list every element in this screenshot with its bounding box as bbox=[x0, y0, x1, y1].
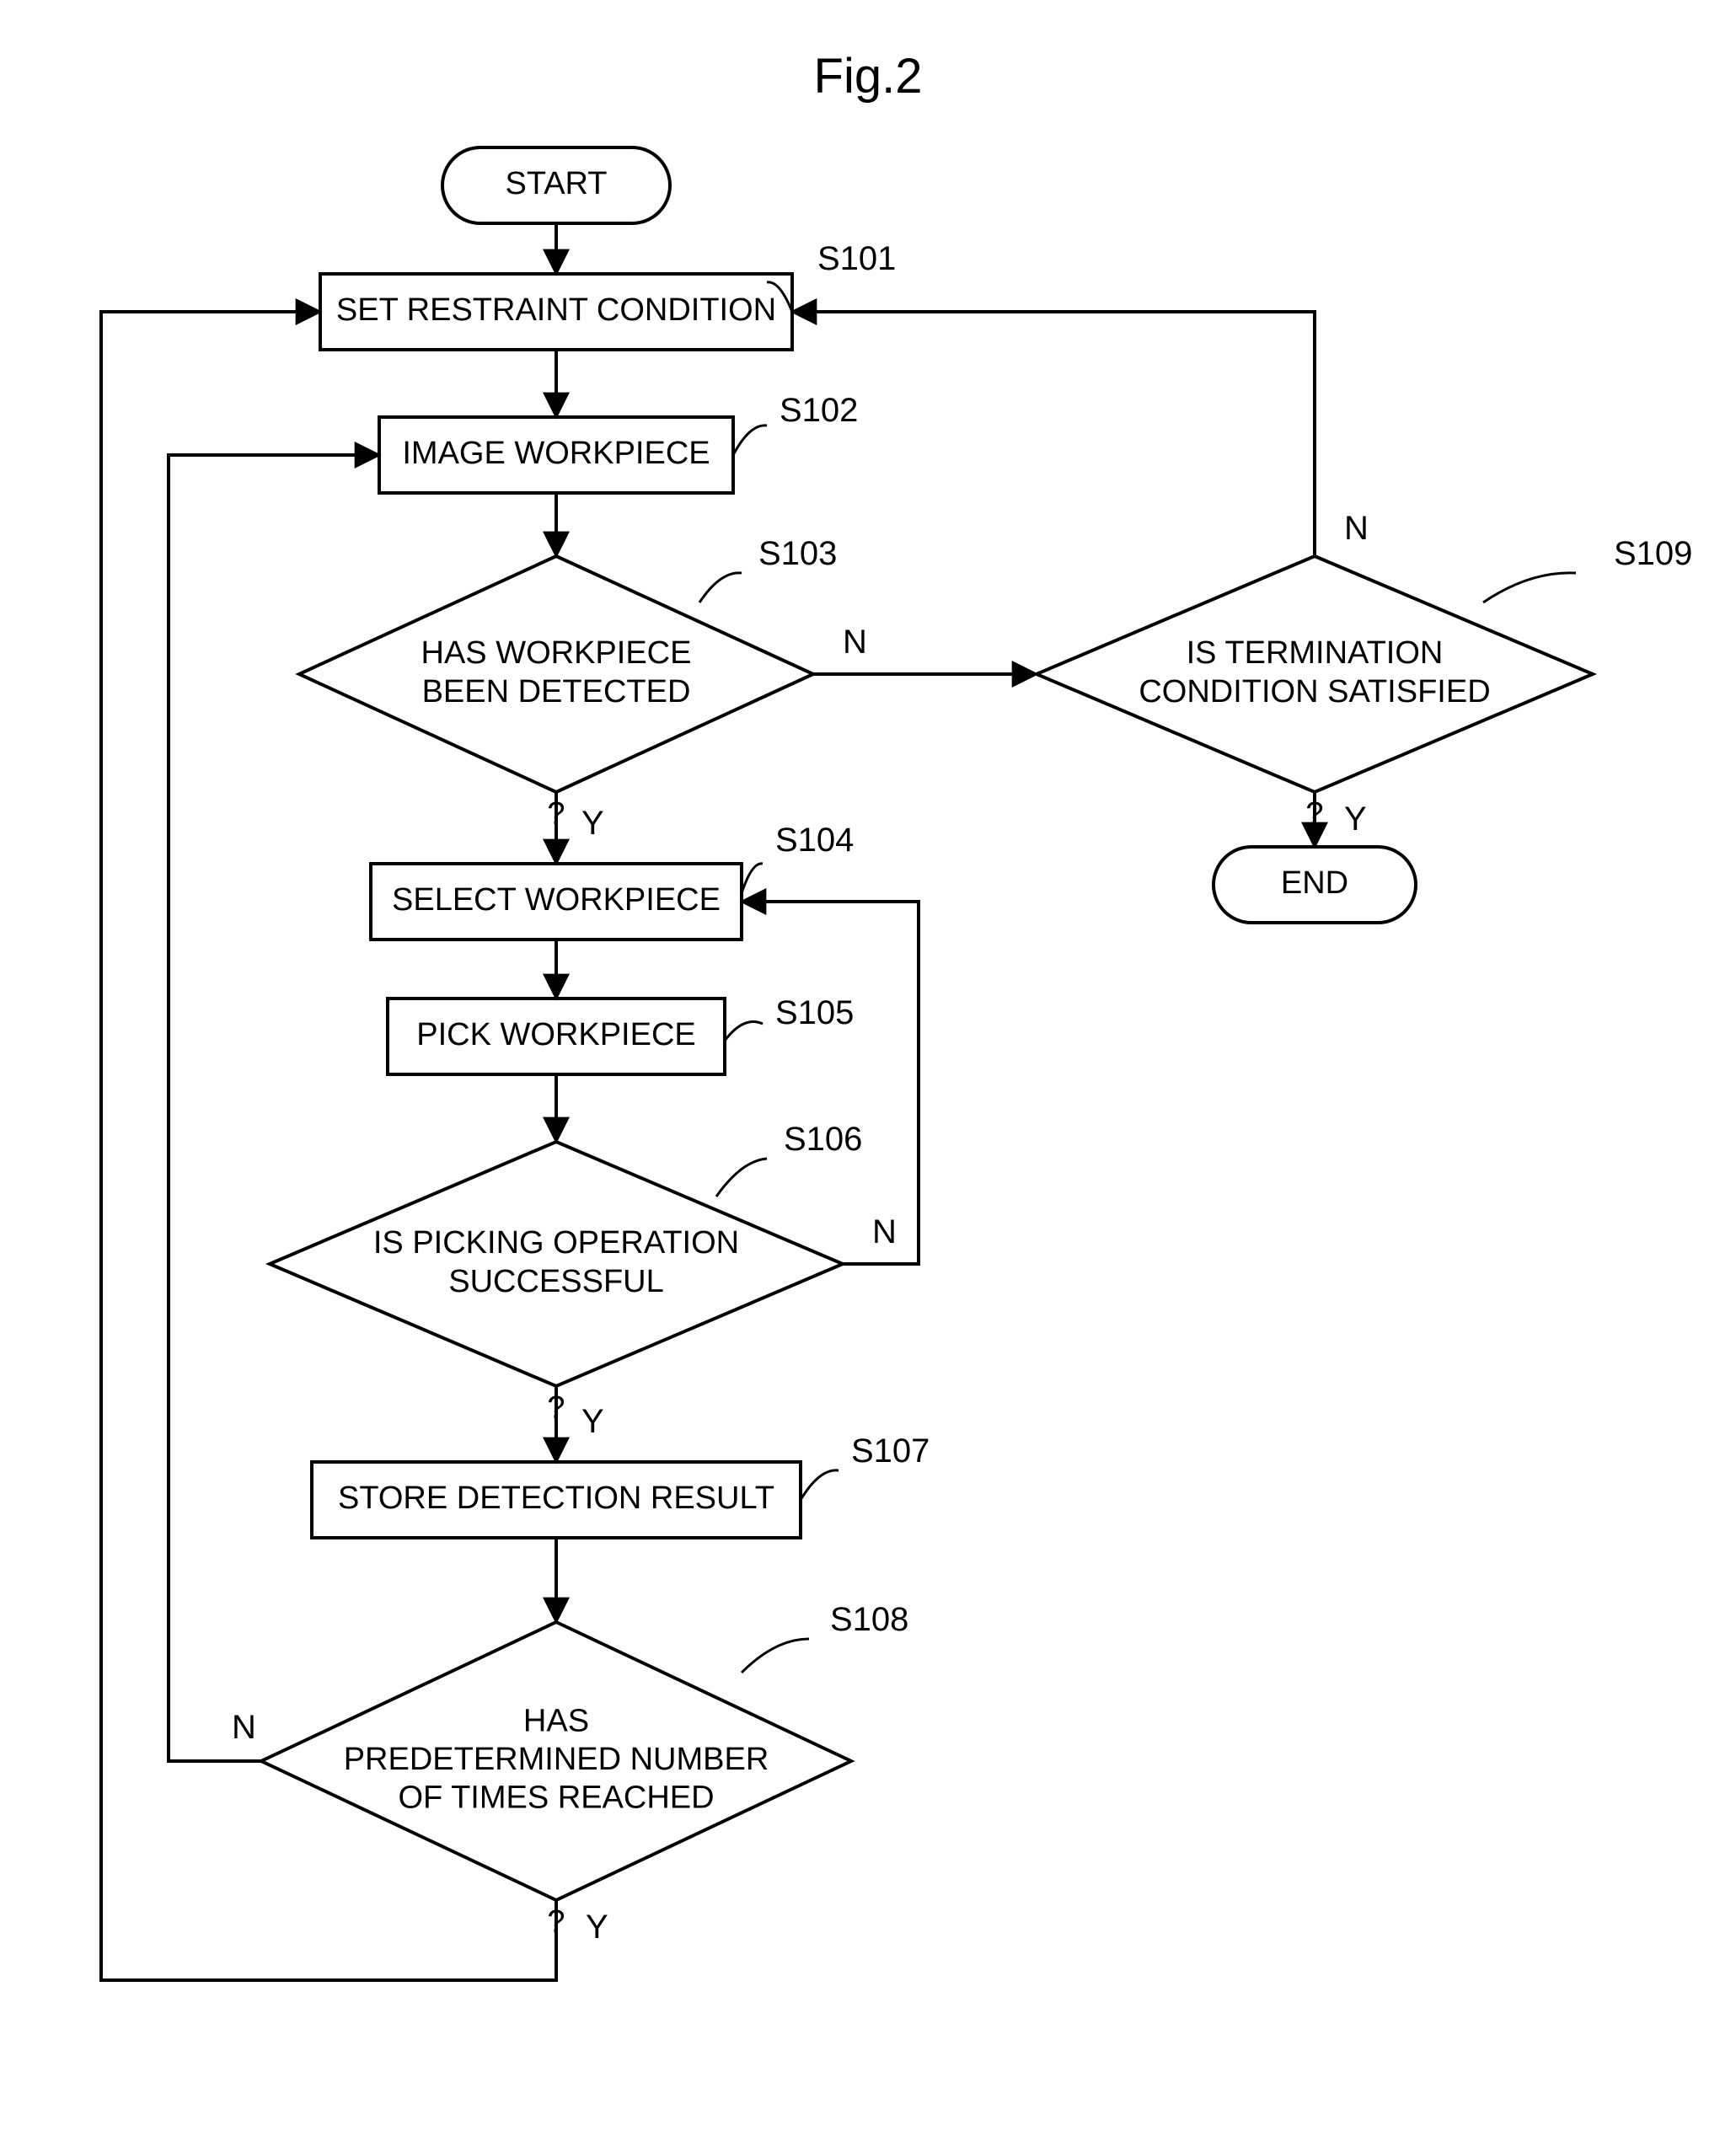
step-label-s101: S101 bbox=[817, 240, 896, 277]
edge-label: N bbox=[843, 624, 867, 661]
step-label-s103: S103 bbox=[758, 535, 837, 572]
figure-title: Fig.2 bbox=[814, 49, 923, 104]
node-text: OF TIMES REACHED bbox=[398, 1780, 714, 1816]
edge-label: N bbox=[232, 1709, 256, 1746]
step-label-s109: S109 bbox=[1614, 535, 1692, 572]
node-text: IS TERMINATION bbox=[1187, 635, 1444, 671]
step-label-s108: S108 bbox=[830, 1601, 908, 1638]
step-label-s102: S102 bbox=[780, 392, 858, 429]
step-label-s104: S104 bbox=[775, 822, 854, 859]
node-text: PICK WORKPIECE bbox=[416, 1017, 696, 1052]
node-text: END bbox=[1281, 865, 1348, 901]
node-text: SELECT WORKPIECE bbox=[392, 882, 721, 918]
node-text: PREDETERMINED NUMBER bbox=[344, 1742, 769, 1777]
edge-label: Y bbox=[581, 805, 604, 842]
node-text: IS PICKING OPERATION bbox=[373, 1225, 739, 1261]
edge-label: Y bbox=[581, 1403, 604, 1440]
node-text: CONDITION SATISFIED bbox=[1139, 674, 1490, 709]
step-label-s107: S107 bbox=[851, 1432, 930, 1470]
flowchart: Fig.2 START SET RESTRAINT CONDITION IMAGE W… bbox=[0, 0, 1736, 2131]
node-text: SUCCESSFUL bbox=[448, 1264, 664, 1299]
edge-label: Y bbox=[1344, 800, 1367, 838]
step-label-s105: S105 bbox=[775, 994, 854, 1031]
node-text: STORE DETECTION RESULT bbox=[338, 1480, 774, 1516]
edge-label: N bbox=[1344, 510, 1369, 547]
edge-label: N bbox=[872, 1213, 897, 1250]
node-text: BEEN DETECTED bbox=[422, 674, 691, 709]
node-text: HAS bbox=[523, 1703, 589, 1738]
node-text: HAS WORKPIECE bbox=[421, 635, 692, 671]
node-text: SET RESTRAINT CONDITION bbox=[336, 292, 776, 328]
node-text: START bbox=[505, 166, 607, 201]
node-text: IMAGE WORKPIECE bbox=[402, 436, 710, 471]
edge-label: Y bbox=[586, 1909, 608, 1946]
step-label-s106: S106 bbox=[784, 1121, 862, 1158]
